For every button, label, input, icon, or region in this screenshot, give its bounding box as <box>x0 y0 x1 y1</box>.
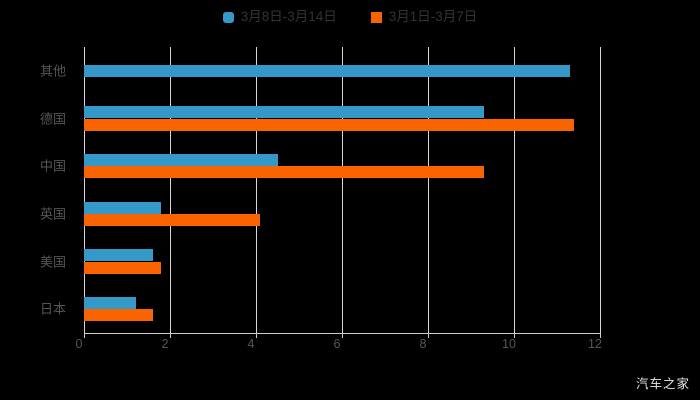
legend-label-series-1: 3月1日-3月7日 <box>388 9 478 25</box>
gridline-8 <box>428 47 429 333</box>
bar-中国-series-0[interactable] <box>84 154 278 166</box>
y-axis-label-3: 英国 <box>39 206 66 222</box>
y-axis-labels: 其他德国中国英国美国日本 <box>0 47 76 333</box>
gridline-2 <box>170 47 171 333</box>
bar-日本-series-0[interactable] <box>84 297 136 309</box>
x-axis-tick-6 <box>342 333 343 338</box>
bar-日本-series-1[interactable] <box>84 309 153 321</box>
bar-美国-series-0[interactable] <box>84 249 153 261</box>
x-axis-tick-4 <box>256 333 257 338</box>
x-axis-label-4: 4 <box>247 337 255 351</box>
x-axis-label-8: 8 <box>419 337 427 351</box>
x-axis-label-2: 2 <box>161 337 169 351</box>
x-axis-label-12: 12 <box>588 337 602 351</box>
gridline-0 <box>84 47 85 333</box>
legend-item-series-1[interactable]: 3月1日-3月7日 <box>370 9 478 25</box>
bar-美国-series-1[interactable] <box>84 262 162 274</box>
bar-其他-series-0[interactable] <box>84 65 570 77</box>
watermark: 汽车之家 <box>635 377 690 391</box>
y-axis-label-4: 美国 <box>39 254 66 269</box>
y-axis-label-5: 日本 <box>39 301 66 317</box>
legend-item-series-0[interactable]: 3月8日-3月14日 <box>222 9 337 25</box>
legend-marker-square-icon <box>370 11 382 23</box>
x-axis-tick-10 <box>514 333 515 338</box>
chart-legend: 3月8日-3月14日 3月1日-3月7日 <box>0 5 700 29</box>
y-axis-label-2: 中国 <box>39 158 66 174</box>
gridline-12 <box>600 47 601 333</box>
plot-area <box>84 47 601 333</box>
x-axis-label-6: 6 <box>333 337 341 351</box>
x-axis-tick-8 <box>428 333 429 338</box>
x-axis-label-10: 10 <box>502 337 516 351</box>
bar-中国-series-1[interactable] <box>84 166 484 178</box>
x-axis-label-0: 0 <box>75 337 83 351</box>
gridline-4 <box>256 47 257 333</box>
y-axis-label-1: 德国 <box>39 111 66 126</box>
gridline-10 <box>514 47 515 333</box>
legend-marker-circle-icon <box>222 11 234 23</box>
gridline-6 <box>342 47 343 333</box>
bar-德国-series-1[interactable] <box>84 119 575 131</box>
bar-英国-series-1[interactable] <box>84 214 261 226</box>
x-axis-tick-0 <box>84 333 85 338</box>
legend-label-series-0: 3月8日-3月14日 <box>240 9 337 25</box>
y-axis-label-0: 其他 <box>39 63 66 79</box>
bar-英国-series-0[interactable] <box>84 202 162 214</box>
x-axis-tick-12 <box>600 333 601 338</box>
bar-德国-series-0[interactable] <box>84 106 484 118</box>
x-axis-tick-2 <box>170 333 171 338</box>
